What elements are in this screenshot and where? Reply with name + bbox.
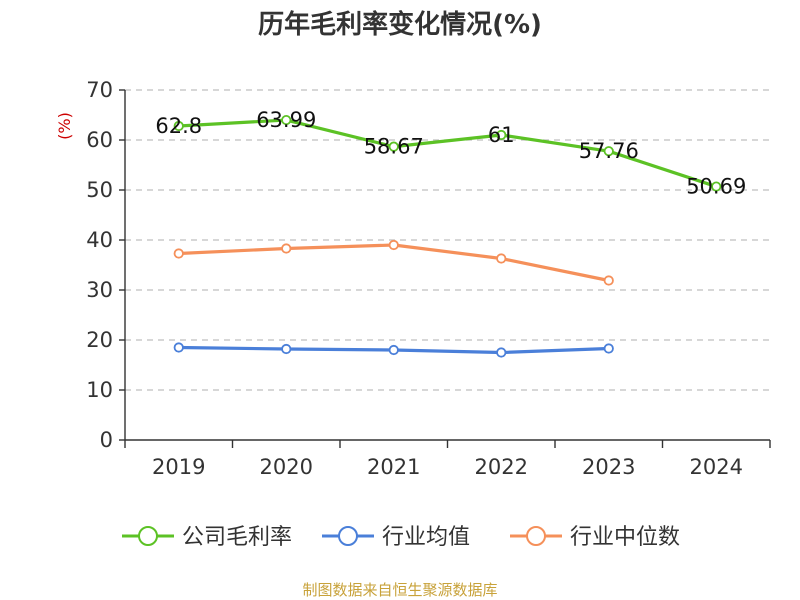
data-point (388, 141, 399, 152)
legend-label: 公司毛利率 (182, 525, 292, 550)
x-tick-label: 2021 (367, 455, 420, 479)
data-point (496, 347, 507, 358)
y-tick-label: 40 (86, 228, 113, 252)
y-tick-label: 20 (86, 328, 113, 352)
series-line (177, 118, 718, 189)
x-tick-label: 2022 (475, 455, 528, 479)
x-tick-label: 2019 (152, 455, 205, 479)
data-point (388, 239, 399, 251)
data-label: 50.69 (686, 175, 746, 199)
data-point (496, 253, 507, 264)
y-tick-label: 50 (86, 178, 113, 202)
data-label: 61 (488, 123, 515, 147)
data-labels: 62.8 63.99 58.67 61 57.76 50.69 (155, 108, 746, 199)
data-point (711, 181, 722, 192)
source-note: 制图数据来自恒生聚源数据库 (302, 581, 497, 599)
series-lines (173, 114, 722, 358)
data-point (281, 243, 292, 254)
data-point (173, 248, 184, 259)
y-axis-label: (%) (55, 112, 74, 140)
data-point (388, 344, 399, 356)
data-point (281, 343, 292, 355)
x-tick-label: 2024 (690, 455, 743, 479)
legend-label: 行业均值 (382, 525, 470, 550)
x-tick-label: 2020 (260, 455, 313, 479)
gridlines (125, 89, 770, 391)
data-point (603, 275, 614, 286)
x-tick-label: 2023 (582, 455, 635, 479)
legend: 公司毛利率 行业均值 行业中位数 (122, 525, 680, 550)
legend-marker-circle (138, 526, 158, 546)
y-tick-label: 60 (86, 128, 113, 152)
y-tick-label: 70 (86, 78, 113, 102)
data-point (603, 343, 614, 354)
data-label: 62.8 (155, 114, 202, 138)
data-point (496, 129, 507, 141)
legend-marker-circle (338, 526, 358, 546)
data-point (281, 114, 292, 126)
y-tick-label: 10 (86, 378, 113, 402)
chart-title: 历年毛利率变化情况(%) (258, 9, 542, 40)
legend-label: 行业中位数 (570, 525, 680, 550)
data-point (173, 342, 184, 353)
data-point (173, 120, 184, 132)
legend-marker-circle (526, 526, 546, 546)
axes: 0 10 20 30 40 50 60 70 2019 2020 2021 2022 2023 2024 (86, 78, 771, 479)
y-tick-label: 30 (86, 278, 113, 302)
data-label: 63.99 (256, 108, 316, 132)
y-tick-label: 0 (100, 428, 113, 452)
data-label: 58.67 (364, 135, 424, 159)
series-line (177, 243, 611, 283)
data-label: 57.76 (579, 139, 639, 163)
data-point (603, 146, 614, 157)
